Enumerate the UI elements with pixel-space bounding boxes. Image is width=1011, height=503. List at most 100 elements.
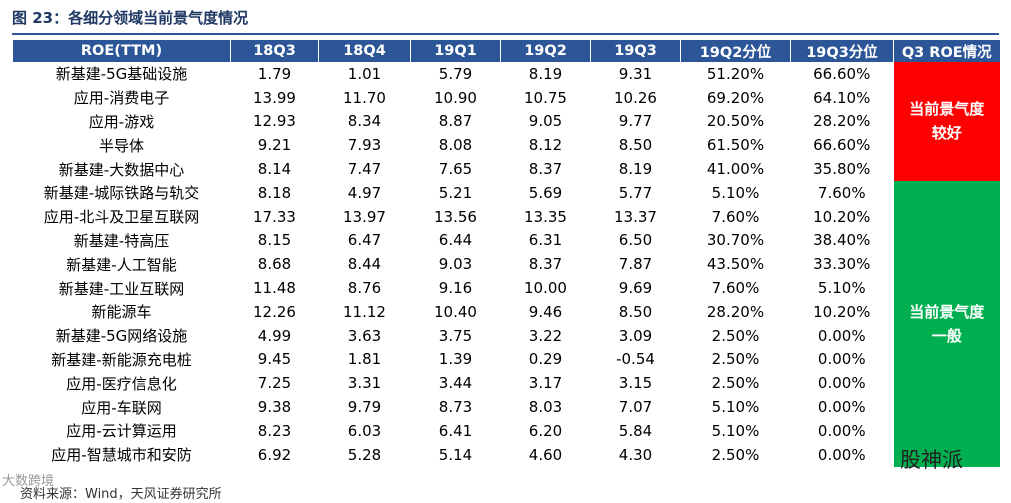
row-label: 应用-北斗及卫星互联网 bbox=[43, 208, 200, 227]
table-row: 新基建-5G网络设施 4.99 3.63 3.75 3.22 3.09 2.50% 0.00% bbox=[13, 324, 1000, 348]
cell: 13.56 bbox=[434, 207, 477, 226]
cell: 5.77 bbox=[618, 183, 653, 202]
row-label: 新基建-新能源充电桩 bbox=[51, 350, 192, 369]
cell: 12.26 bbox=[253, 302, 296, 321]
cell: 9.69 bbox=[618, 279, 653, 298]
cell: 13.99 bbox=[253, 88, 296, 107]
cell: 5.10% bbox=[711, 421, 760, 440]
cell: 5.21 bbox=[438, 183, 473, 202]
cell: 8.76 bbox=[347, 279, 382, 298]
cell: 1.79 bbox=[257, 64, 292, 83]
status-cell: 当前景气度 较好 bbox=[893, 62, 1000, 181]
row-label: 新基建-5G网络设施 bbox=[55, 327, 188, 346]
row-label: 新基建-5G基础设施 bbox=[55, 65, 188, 84]
cell: 1.01 bbox=[347, 64, 382, 83]
cell: 8.18 bbox=[257, 183, 292, 202]
cell: 4.60 bbox=[528, 445, 563, 464]
cell: 41.00% bbox=[706, 160, 765, 179]
cell: 2.50% bbox=[711, 350, 760, 369]
cell: 6.92 bbox=[257, 445, 292, 464]
cell: -0.54 bbox=[616, 350, 655, 369]
cell: 2.50% bbox=[711, 374, 760, 393]
watermark: 大数跨境 bbox=[2, 474, 55, 489]
cell: 13.35 bbox=[524, 207, 567, 226]
cell: 28.20% bbox=[813, 112, 871, 131]
table-row: 新基建-5G基础设施 1.79 1.01 5.79 8.19 9.31 51.20% 66.6… bbox=[13, 62, 1000, 181]
row-label: 应用-车联网 bbox=[81, 398, 162, 417]
cell: 8.12 bbox=[528, 136, 563, 155]
cell: 11.70 bbox=[343, 88, 386, 107]
cell: 38.40% bbox=[813, 231, 871, 250]
row-label: 新基建-城际铁路与轨交 bbox=[43, 184, 200, 203]
cell: 66.60% bbox=[813, 64, 871, 83]
table-row: 应用-云计算运用 8.23 6.03 6.41 6.20 5.84 5.10% 0.00% bbox=[13, 419, 1000, 443]
cell: 4.99 bbox=[257, 326, 292, 345]
cell: 7.60% bbox=[711, 207, 760, 226]
row-label: 应用-游戏 bbox=[88, 112, 155, 131]
cell: 6.03 bbox=[347, 421, 382, 440]
cell: 0.00% bbox=[817, 350, 866, 369]
row-label: 新能源车 bbox=[91, 303, 152, 322]
row-label: 应用-云计算运用 bbox=[66, 422, 177, 441]
cell: 13.37 bbox=[614, 207, 657, 226]
cell: 9.46 bbox=[528, 302, 563, 321]
cell: 0.00% bbox=[817, 398, 866, 417]
cell: 8.73 bbox=[438, 398, 473, 417]
cell: 8.08 bbox=[438, 136, 473, 155]
table-row: 新基建-城际铁路与轨交 8.18 4.97 5.21 5.69 5.77 5.10% 7.60… bbox=[13, 180, 1000, 467]
cell: 4.97 bbox=[347, 183, 382, 202]
table-row: 应用-消费电子 13.99 11.70 10.90 10.75 10.26 69.20% 64… bbox=[13, 86, 1000, 110]
source-note: 资料来源：Wind，天风证券研究所 bbox=[20, 487, 222, 502]
column-header: Q3 ROE情况 bbox=[893, 40, 1000, 62]
cell: 17.33 bbox=[253, 207, 296, 226]
cell: 33.30% bbox=[813, 255, 871, 274]
cell: 3.31 bbox=[347, 374, 382, 393]
column-header: 18Q3 bbox=[230, 40, 319, 62]
row-label: 新基建-大数据中心 bbox=[58, 160, 185, 179]
cell: 7.60% bbox=[817, 183, 866, 202]
cell: 30.70% bbox=[706, 231, 765, 250]
table-row: 新基建-人工智能 8.68 8.44 9.03 8.37 7.87 43.50% 33.30% bbox=[13, 252, 1000, 276]
status-label: 较好 bbox=[931, 124, 962, 143]
cell: 61.50% bbox=[706, 136, 765, 155]
column-header: 19Q2分位 bbox=[680, 40, 791, 62]
status-label: 当前景气度 bbox=[909, 100, 985, 119]
cell: 11.12 bbox=[343, 302, 386, 321]
cell: 43.50% bbox=[706, 255, 765, 274]
cell: 7.07 bbox=[618, 398, 653, 417]
row-label: 应用-消费电子 bbox=[73, 89, 170, 108]
table-row: 应用-北斗及卫星互联网 17.33 13.97 13.56 13.35 13.37 7.60… bbox=[13, 205, 1000, 229]
table-row: 新基建-大数据中心 8.14 7.47 7.65 8.37 8.19 41.00% 35.80… bbox=[13, 157, 1000, 181]
cell: 3.22 bbox=[528, 326, 563, 345]
cell: 2.50% bbox=[711, 445, 760, 464]
status-label: 当前景气度 bbox=[909, 302, 985, 321]
cell: 9.79 bbox=[347, 398, 382, 417]
cell: 3.44 bbox=[438, 374, 473, 393]
table-row: 新能源车 12.26 11.12 10.40 9.46 8.50 28.20% 10.20% bbox=[13, 300, 1000, 324]
table-row: 半导体 9.21 7.93 8.08 8.12 8.50 61.50% 66.60% bbox=[13, 133, 1000, 157]
cell: 8.14 bbox=[257, 160, 292, 179]
cell: 10.90 bbox=[434, 88, 477, 107]
cell: 8.44 bbox=[347, 255, 382, 274]
cell: 5.28 bbox=[347, 445, 382, 464]
cell: 11.48 bbox=[253, 279, 296, 298]
table-row: 应用-游戏 12.93 8.34 8.87 9.05 9.77 20.50% 28.20% bbox=[13, 110, 1000, 134]
cell: 5.79 bbox=[438, 64, 473, 83]
cell: 10.00 bbox=[524, 279, 567, 298]
cell: 8.37 bbox=[528, 255, 563, 274]
row-label: 半导体 bbox=[98, 136, 144, 155]
cell: 35.80% bbox=[813, 160, 871, 179]
column-header: 19Q2 bbox=[500, 40, 591, 62]
cell: 8.87 bbox=[438, 112, 473, 131]
row-label: 新基建-人工智能 bbox=[66, 255, 177, 274]
column-header: 18Q4 bbox=[318, 40, 411, 62]
cell: 3.17 bbox=[528, 374, 563, 393]
cell: 12.93 bbox=[253, 112, 296, 131]
cell: 8.50 bbox=[618, 136, 653, 155]
cell: 9.38 bbox=[257, 398, 292, 417]
cell: 8.19 bbox=[618, 160, 653, 179]
cell: 0.00% bbox=[817, 326, 866, 345]
watermark: 股神派 bbox=[900, 448, 963, 472]
cell: 9.05 bbox=[528, 112, 563, 131]
